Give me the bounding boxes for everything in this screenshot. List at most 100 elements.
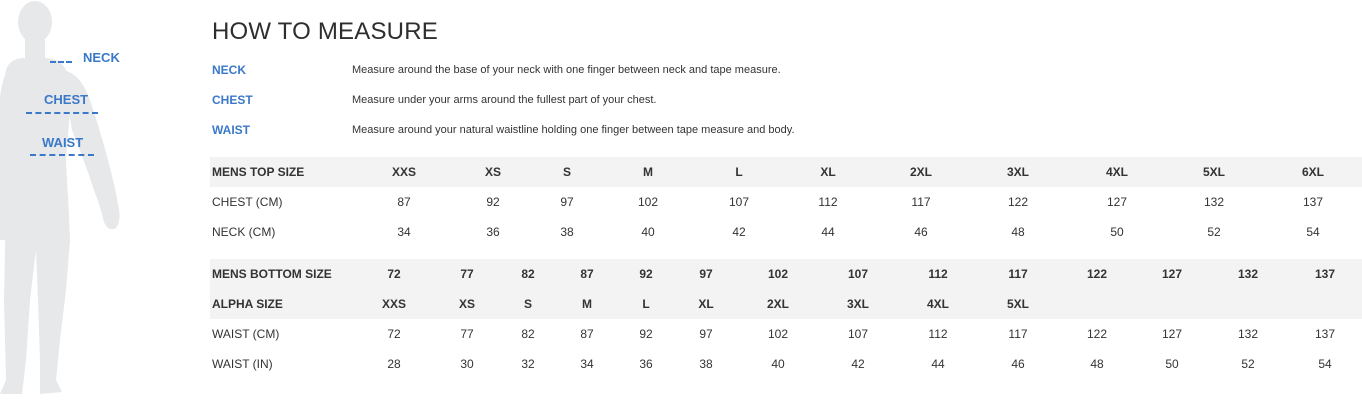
bottom-size-header: 122 (1086, 267, 1108, 281)
alpha-size-label: ALPHA SIZE (212, 297, 283, 311)
top-size-header: 5XL (1202, 165, 1226, 179)
bottom-size-header: 127 (1161, 267, 1183, 281)
bottom-table-cell: 97 (699, 327, 713, 341)
bottom-table-cell: 40 (771, 357, 785, 371)
top-size-header: L (735, 165, 743, 179)
neck-dash (50, 61, 72, 63)
top-size-header: XL (820, 165, 836, 179)
bottom-table-cell: 82 (521, 327, 535, 341)
alpha-size-cell: 2XL (766, 297, 790, 311)
bottom-table-cell: 36 (639, 357, 653, 371)
bottom-table-cell: 30 (460, 357, 474, 371)
bottom-table-cell: 77 (460, 327, 474, 341)
top-header-label: MENS TOP SIZE (212, 165, 305, 179)
top-table-cell: 44 (821, 225, 835, 239)
alpha-size-cell: 4XL (926, 297, 950, 311)
top-size-header: 4XL (1105, 165, 1129, 179)
top-table-cell: 97 (560, 195, 574, 209)
top-size-header: 3XL (1006, 165, 1030, 179)
bottom-size-header: 112 (928, 267, 948, 281)
bottom-table-cell: 34 (580, 357, 594, 371)
top-table-cell: 46 (914, 225, 928, 239)
bottom-size-header: 117 (1008, 267, 1028, 281)
top-table-cell: 52 (1207, 225, 1221, 239)
bottom-size-header: 137 (1314, 267, 1336, 281)
body-silhouette (0, 1, 120, 394)
bottom-size-header: 107 (847, 267, 869, 281)
top-table-cell: 87 (397, 195, 411, 209)
top-size-header: XS (484, 165, 502, 179)
waist-dash (30, 154, 94, 156)
top-table-cell: 122 (1007, 195, 1029, 209)
bottom-header-label: MENS BOTTOM SIZE (212, 267, 332, 281)
top-size-header: M (643, 165, 653, 179)
top-table-cell: 107 (728, 195, 750, 209)
top-table-cell: 92 (486, 195, 500, 209)
top-table-cell: 48 (1011, 225, 1025, 239)
bottom-size-header: 132 (1237, 267, 1259, 281)
bottom-table-cell: 117 (1008, 327, 1028, 341)
bottom-table-cell: 42 (851, 357, 865, 371)
bottom-table-cell: 52 (1241, 357, 1255, 371)
alpha-size-cell: S (523, 297, 533, 311)
bottom-table-cell: 107 (847, 327, 869, 341)
bottom-table-cell: 46 (1011, 357, 1025, 371)
measure-label: CHEST (212, 93, 253, 107)
chest-dash (26, 112, 98, 114)
bottom-size-header: 97 (699, 267, 713, 281)
alpha-size-cell: XXS (381, 297, 407, 311)
bottom-table-cell: 38 (699, 357, 713, 371)
bottom-table-cell: 32 (521, 357, 535, 371)
bottom-size-header: 77 (460, 267, 474, 281)
top-table-cell: 38 (560, 225, 574, 239)
top-table-cell: 40 (641, 225, 655, 239)
figure-label-neck: NECK (83, 50, 120, 65)
bottom-header-band (210, 259, 1362, 319)
top-size-header: XXS (391, 165, 417, 179)
measure-desc: Measure around the base of your neck wit… (352, 64, 781, 76)
bottom-table-cell: 112 (928, 327, 948, 341)
bottom-table-cell: 92 (639, 327, 653, 341)
alpha-size-cell: 3XL (846, 297, 870, 311)
bottom-size-header: 87 (580, 267, 594, 281)
bottom-size-header: 102 (767, 267, 789, 281)
bottom-size-header: 82 (521, 267, 535, 281)
bottom-table-cell: 28 (387, 357, 401, 371)
top-table-cell: 36 (486, 225, 500, 239)
bottom-table-cell: 137 (1314, 327, 1336, 341)
bottom-table-cell: 72 (387, 327, 401, 341)
bottom-size-header: 72 (387, 267, 401, 281)
top-size-header: 6XL (1301, 165, 1325, 179)
bottom-size-header: 92 (639, 267, 653, 281)
top-table-cell: 102 (637, 195, 659, 209)
bottom-table-cell: 132 (1237, 327, 1259, 341)
top-row-label-neck: NECK (CM) (212, 225, 276, 239)
top-table-cell: 137 (1302, 195, 1324, 209)
page-title: HOW TO MEASURE (212, 18, 438, 45)
bottom-table-cell: 102 (767, 327, 789, 341)
top-size-header: S (562, 165, 572, 179)
top-size-header: 2XL (909, 165, 933, 179)
alpha-size-cell: M (582, 297, 592, 311)
top-table-cell: 50 (1110, 225, 1124, 239)
measure-label: NECK (212, 63, 247, 77)
bottom-table-cell: 44 (931, 357, 945, 371)
alpha-size-cell: XL (698, 297, 714, 311)
top-table-cell: 54 (1306, 225, 1320, 239)
alpha-size-cell: XS (458, 297, 476, 311)
measure-desc: Measure around your natural waistline ho… (352, 124, 795, 136)
top-table-cell: 34 (397, 225, 411, 239)
top-table-cell: 132 (1203, 195, 1225, 209)
measure-label: WAIST (212, 123, 250, 137)
top-table-cell: 112 (818, 195, 838, 209)
top-row-label-chest: CHEST (CM) (212, 195, 283, 209)
alpha-size-cell: L (642, 297, 650, 311)
measure-desc: Measure under your arms around the fulle… (352, 94, 657, 106)
bottom-row-label-waist-cm: WAIST (CM) (212, 327, 280, 341)
bottom-table-cell: 54 (1318, 357, 1332, 371)
bottom-table-cell: 50 (1165, 357, 1179, 371)
top-header-band (210, 157, 1362, 187)
top-table-cell: 42 (732, 225, 746, 239)
bottom-table-cell: 127 (1161, 327, 1183, 341)
bottom-table-cell: 122 (1086, 327, 1108, 341)
